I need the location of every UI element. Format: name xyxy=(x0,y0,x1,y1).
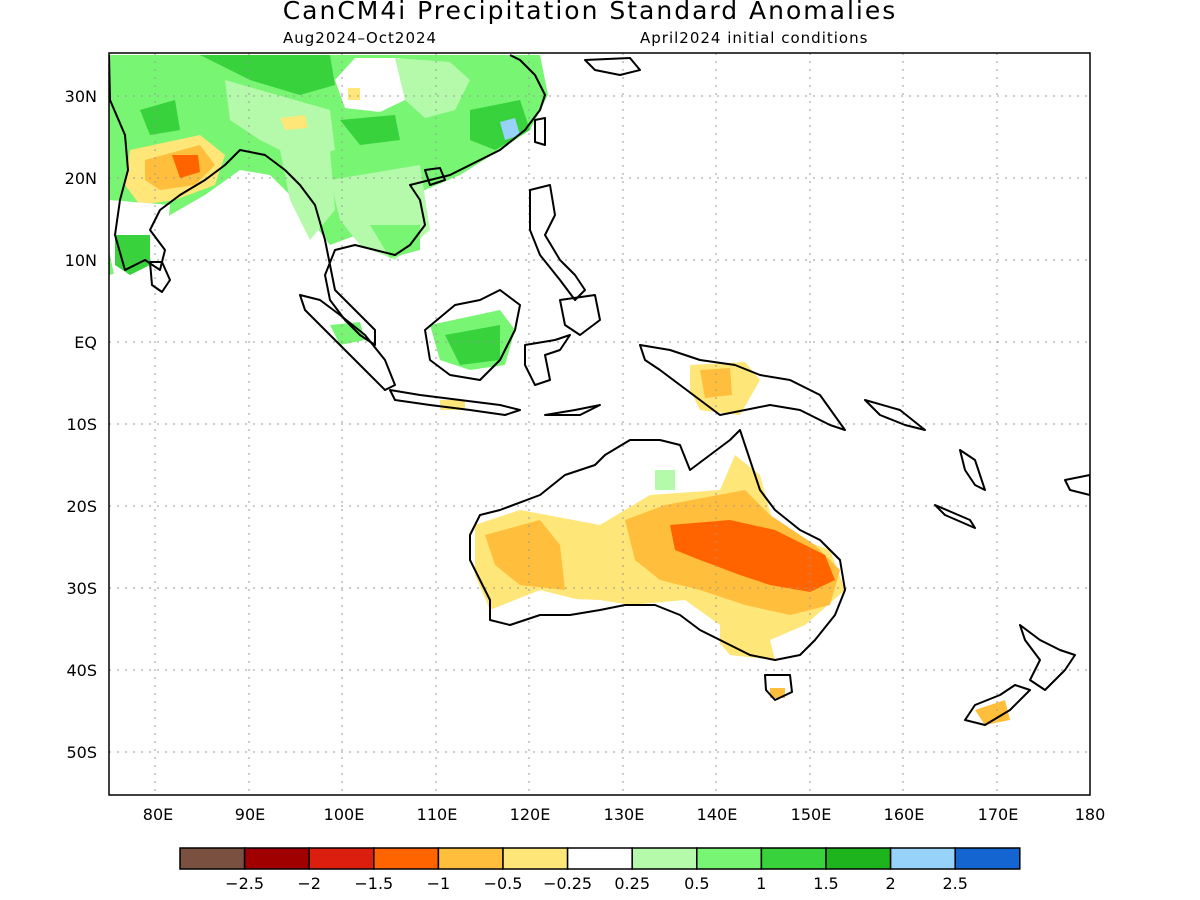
coast-new-caledonia xyxy=(934,504,976,529)
coast-nz-south xyxy=(964,684,1031,726)
lat-label: 50S xyxy=(66,743,97,762)
coast-borneo xyxy=(424,289,521,381)
anomaly-region-borneo-green xyxy=(445,325,500,365)
colorbar xyxy=(179,847,1021,870)
lon-label: 130E xyxy=(604,805,645,824)
coast-fiji xyxy=(1064,474,1090,496)
lon-label: 110E xyxy=(417,805,458,824)
anomaly-region-nz-dry xyxy=(975,700,1010,725)
lon-label: 170E xyxy=(978,805,1019,824)
anomaly-region-china-blue xyxy=(500,118,520,140)
longitude-labels: 80E 90E 100E 110E 120E 130E 140E 150E 160E 170E 18… xyxy=(143,805,1106,824)
anomaly-region-australia-orange-west xyxy=(485,520,565,590)
colorbar-label: −1.5 xyxy=(354,874,393,893)
lon-label: 90E xyxy=(235,805,265,824)
colorbar-label: 1.5 xyxy=(813,874,838,893)
anomaly-region-australia-green xyxy=(655,470,675,490)
colorbar-swatch xyxy=(631,847,698,870)
coast-luzon xyxy=(529,184,586,301)
anomaly-region-china-green1 xyxy=(200,55,335,95)
lon-label: 180 xyxy=(1075,805,1106,824)
coast-sulawesi xyxy=(524,334,571,386)
colorbar-swatch xyxy=(954,847,1021,870)
colorbar-swatch xyxy=(308,847,375,870)
lon-label: 140E xyxy=(697,805,738,824)
lat-label: EQ xyxy=(74,333,97,352)
initial-conditions: April2024 initial conditions xyxy=(640,29,869,47)
colorbar-label: −2.5 xyxy=(225,874,264,893)
colorbar-swatch xyxy=(889,847,956,870)
coast-nz-north xyxy=(1019,624,1076,691)
anomaly-region-china-lightgreen2 xyxy=(225,80,335,160)
coast-new-guinea xyxy=(639,344,846,431)
colorbar-swatch xyxy=(825,847,892,870)
anomaly-region-china-yellow xyxy=(280,115,308,130)
colorbar-swatch xyxy=(179,847,246,870)
coast-taiwan xyxy=(534,117,546,146)
lat-label: 30N xyxy=(65,87,97,106)
map-frame xyxy=(108,52,1091,796)
lon-label: 100E xyxy=(324,805,365,824)
lat-label: 30S xyxy=(66,579,97,598)
coast-sumatra xyxy=(299,294,396,391)
coast-asia-mainland xyxy=(109,54,546,346)
lat-label: 10N xyxy=(65,251,97,270)
anomaly-region-china-lightgreen xyxy=(395,58,470,118)
map-title: CanCM4i Precipitation Standard Anomalies xyxy=(282,0,898,25)
lat-label: 40S xyxy=(66,661,97,680)
anomaly-region-china-green2 xyxy=(340,115,400,145)
anomaly-region-tasmania-dry xyxy=(770,688,785,698)
latitude-labels: 30N 20N 10N EQ 10S 20S 30S 40S 50S xyxy=(65,87,97,762)
coast-solomon xyxy=(864,399,926,431)
colorbar-swatch xyxy=(437,847,504,870)
lon-label: 120E xyxy=(510,805,551,824)
coast-sri-lanka xyxy=(149,261,171,293)
colorbar-label: 1 xyxy=(756,874,766,893)
coast-hainan xyxy=(424,167,446,186)
colorbar-swatch xyxy=(566,847,633,870)
anomaly-field xyxy=(109,55,1010,725)
colorbar-label: 2 xyxy=(886,874,896,893)
colorbar-label: 2.5 xyxy=(942,874,967,893)
colorbar-swatch xyxy=(760,847,827,870)
colorbar-label: −0.5 xyxy=(484,874,523,893)
coast-tasmania xyxy=(764,674,793,701)
colorbar-label: −1 xyxy=(427,874,451,893)
colorbar-swatch xyxy=(373,847,440,870)
coast-australia xyxy=(469,429,846,661)
colorbar-label: −2 xyxy=(297,874,321,893)
coastlines xyxy=(109,54,1090,726)
colorbar-label: 0.5 xyxy=(684,874,709,893)
colorbar-label: 0.25 xyxy=(614,874,650,893)
coast-japan-south xyxy=(584,57,641,76)
colorbar-swatch xyxy=(502,847,569,870)
lon-label: 150E xyxy=(791,805,832,824)
lon-label: 160E xyxy=(884,805,925,824)
lat-label: 20S xyxy=(66,497,97,516)
coast-timor xyxy=(544,404,601,416)
anomaly-region-china-green4 xyxy=(140,100,180,135)
anomaly-region-china-yellow2 xyxy=(348,88,360,100)
anomaly-region-australia-red xyxy=(670,520,835,592)
lat-label: 20N xyxy=(65,169,97,188)
colorbar-swatch xyxy=(243,847,310,870)
anomaly-region-india-dry3 xyxy=(172,155,200,178)
coast-vanuatu xyxy=(959,449,986,491)
map-grid xyxy=(109,53,1090,795)
coast-java xyxy=(389,389,521,416)
colorbar-label: −0.25 xyxy=(543,874,592,893)
lat-label: 10S xyxy=(66,415,97,434)
colorbar-swatch xyxy=(696,847,763,870)
colorbar-labels: −2.5 −2 −1.5 −1 −0.5 −0.25 0.25 0.5 1 1.5 2 2.5 xyxy=(225,874,968,893)
coast-mindanao xyxy=(559,294,601,336)
anomaly-region-indochina-green xyxy=(370,225,420,258)
forecast-period: Aug2024–Oct2024 xyxy=(283,29,438,47)
lon-label: 80E xyxy=(143,805,173,824)
